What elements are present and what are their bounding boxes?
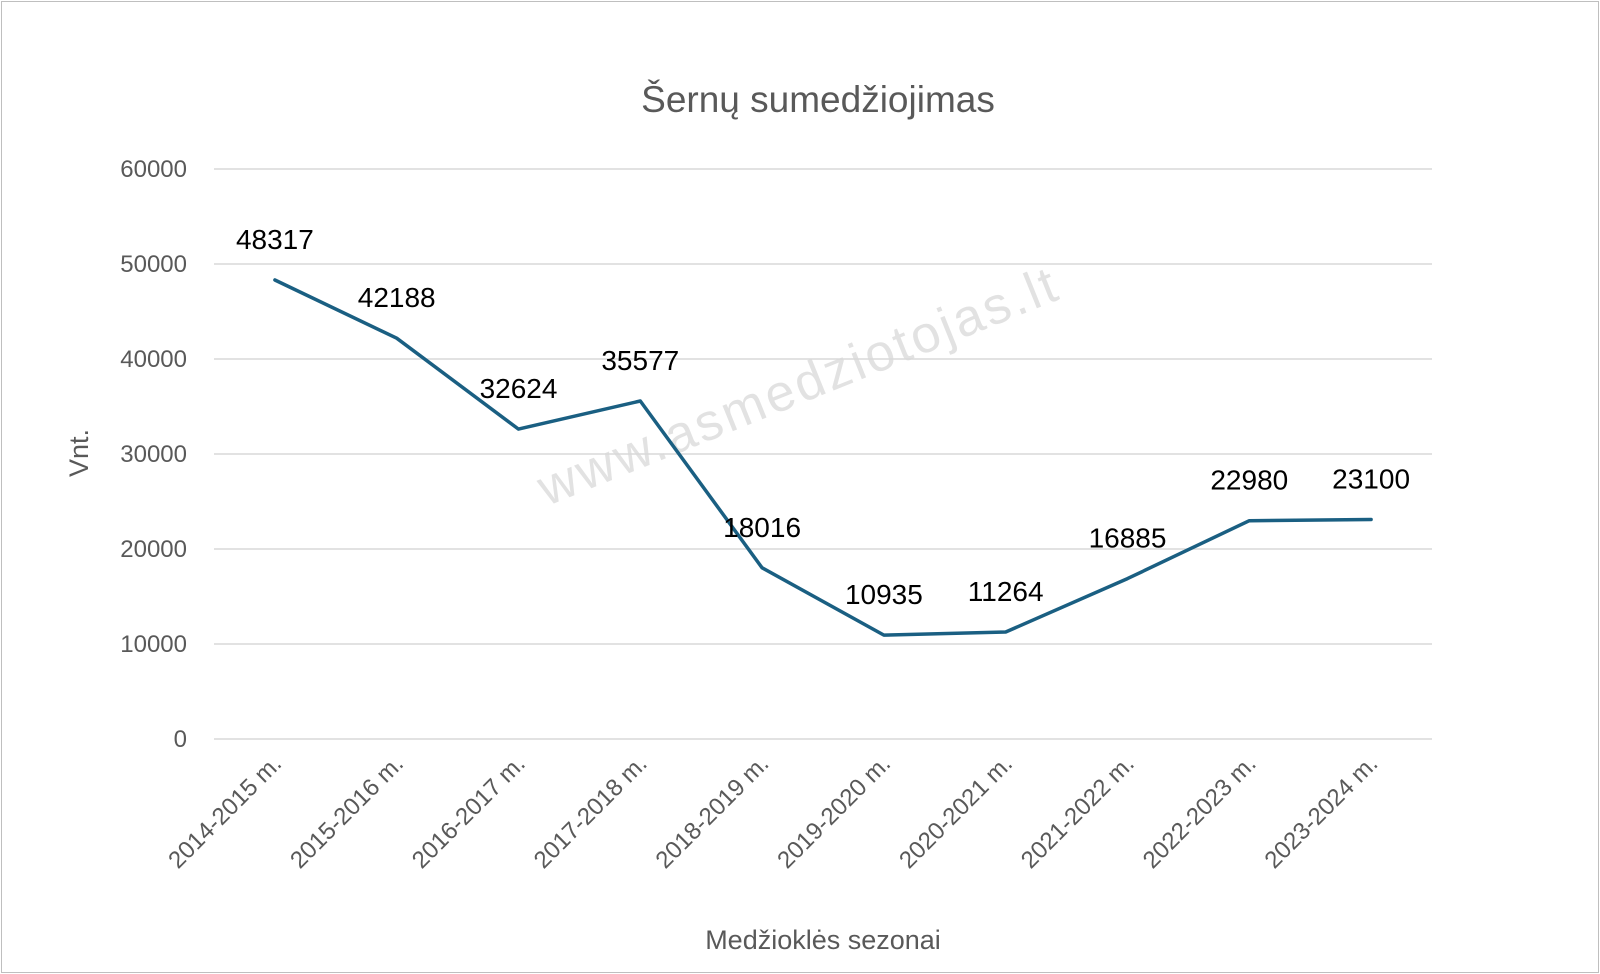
data-label: 23100 [1332,464,1410,495]
data-labels: 48317 42188 32624 35577 18016 10935 11264 16885… [236,224,1410,610]
y-tick-label: 10000 [120,631,187,658]
x-tick-label: 2014-2015 m. [163,750,287,874]
x-tick-label: 2021-2022 m. [1016,750,1140,874]
data-label: 42188 [358,282,436,313]
x-tick-label: 2018-2019 m. [651,750,775,874]
data-label: 18016 [723,512,801,543]
x-tick-label: 2022-2023 m. [1138,750,1262,874]
data-label: 35577 [601,345,679,376]
data-label: 22980 [1210,465,1288,496]
y-tick-label: 40000 [120,346,187,373]
series-line [273,278,1373,637]
y-tick-label: 20000 [120,536,187,563]
data-label: 10935 [845,579,923,610]
data-label: 48317 [236,224,314,255]
x-tick-label: 2017-2018 m. [529,750,653,874]
data-label: 11264 [968,576,1044,607]
y-axis-ticks: 0 10000 20000 30000 40000 50000 60000 [120,156,187,753]
y-tick-label: 50000 [120,251,187,278]
x-axis-label: Medžioklės sezonai [705,925,941,955]
x-tick-label: 2019-2020 m. [772,750,896,874]
y-tick-label: 0 [174,726,187,753]
data-label: 16885 [1089,523,1167,554]
data-label: 32624 [480,373,558,404]
x-tick-label: 2016-2017 m. [407,750,531,874]
watermark-text: www.asmedziotojas.lt [529,255,1068,518]
x-tick-label: 2015-2016 m. [285,750,409,874]
chart-title: Šernų sumedžiojimas [641,79,995,120]
x-axis-ticks: 2014-2015 m.2015-2016 m.2016-2017 m.2017… [163,750,1383,874]
gridlines [214,168,1432,740]
x-tick-label: 2020-2021 m. [894,750,1018,874]
y-tick-label: 60000 [120,156,187,183]
y-axis-label: Vnt. [64,429,94,477]
y-tick-label: 30000 [120,441,187,468]
x-tick-label: 2023-2024 m. [1260,750,1384,874]
